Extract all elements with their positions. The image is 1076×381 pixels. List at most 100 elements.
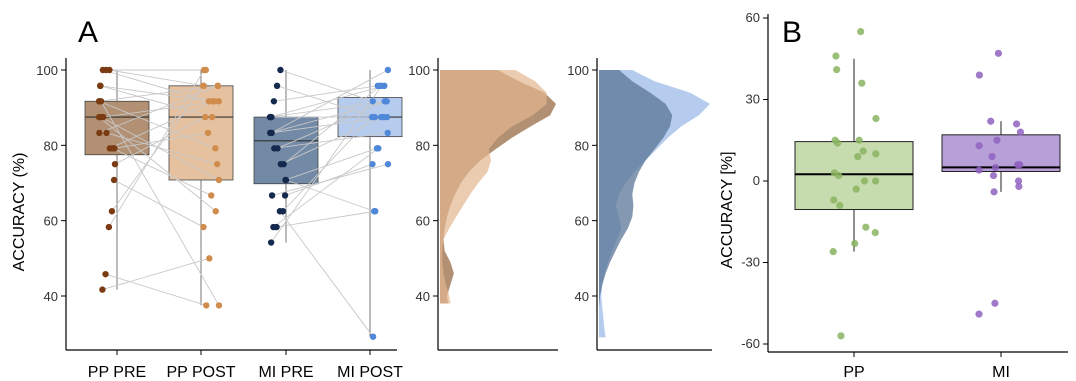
data-point — [200, 223, 207, 231]
data-point — [110, 176, 118, 184]
data-point — [862, 223, 870, 231]
panel-b-y-axis-title: ACCURACY [%] — [719, 151, 736, 268]
data-point — [375, 145, 382, 152]
panel-a-plot: 40 60 80 100 PP PRE PP POST MI PRE MI POST — [36, 58, 403, 381]
paired-line — [273, 85, 378, 102]
data-point — [854, 152, 862, 161]
paired-line — [271, 69, 389, 134]
data-point — [368, 113, 376, 121]
data-point — [990, 188, 998, 196]
data-point — [212, 145, 219, 152]
data-point — [832, 52, 840, 60]
paired-line — [100, 101, 220, 306]
data-point — [988, 152, 996, 161]
y-tick-label: 40 — [44, 289, 58, 304]
data-point — [975, 71, 983, 79]
data-point — [369, 98, 376, 105]
data-point — [209, 98, 216, 105]
data-point — [203, 302, 210, 309]
y-tick-label: 80 — [416, 138, 430, 153]
data-point — [1015, 182, 1023, 191]
paired-line — [270, 85, 385, 118]
data-point — [204, 129, 212, 137]
data-point — [871, 229, 879, 237]
paired-line — [274, 132, 388, 149]
data-point — [274, 145, 281, 152]
paired-line — [99, 85, 219, 134]
data-point — [859, 147, 867, 155]
data-point — [1012, 120, 1021, 128]
y-tick-label: 100 — [36, 63, 58, 78]
data-point — [282, 176, 290, 184]
paired-line — [276, 210, 376, 228]
y-tick-label: 60 — [575, 214, 589, 229]
y-tick-label: 40 — [416, 289, 430, 304]
data-point — [215, 176, 223, 184]
data-point — [857, 27, 865, 36]
data-point — [111, 145, 118, 152]
data-point — [378, 82, 385, 90]
data-point — [105, 223, 113, 231]
box — [794, 141, 914, 211]
data-point — [851, 239, 859, 248]
y-tick-label: 30 — [746, 92, 760, 107]
paired-line — [285, 147, 378, 181]
paired-line — [100, 85, 213, 102]
x-tick-label: MI POST — [337, 364, 403, 381]
x-tick-label: MI — [992, 364, 1010, 381]
pp-density-plot: 40 60 80 100 — [408, 58, 558, 351]
paired-line — [269, 100, 385, 118]
box — [941, 134, 1061, 172]
data-point — [212, 208, 219, 215]
data-point — [833, 66, 841, 74]
data-point — [268, 192, 276, 199]
paired-line — [100, 116, 220, 181]
paired-line — [98, 116, 217, 212]
data-point — [872, 114, 880, 123]
density-area — [440, 70, 547, 304]
paired-line — [103, 100, 219, 118]
y-tick-label: 60 — [44, 214, 58, 229]
x-tick-label: MI PRE — [258, 364, 313, 381]
data-point — [273, 82, 281, 90]
y-tick-label: 80 — [44, 138, 58, 153]
data-point — [836, 201, 844, 210]
paired-line — [280, 69, 373, 102]
data-point — [384, 129, 391, 137]
data-point — [994, 49, 1003, 57]
paired-line — [105, 273, 207, 306]
data-point — [95, 113, 103, 121]
panel-b-plot: -60 -30 0 30 60 PP MI — [741, 10, 1068, 381]
mi-density-plot: 40 60 80 100 — [567, 58, 712, 351]
box — [168, 85, 234, 181]
data-point — [270, 223, 277, 231]
paired-line — [270, 85, 383, 243]
data-point — [96, 82, 104, 90]
data-point — [270, 98, 278, 105]
paired-line — [279, 210, 374, 337]
box — [253, 116, 319, 185]
data-point — [266, 113, 274, 121]
x-tick-label: PP POST — [166, 364, 235, 381]
paired-line — [113, 179, 204, 228]
data-point — [111, 160, 119, 168]
data-point — [267, 129, 274, 137]
y-tick-label: -60 — [741, 336, 760, 351]
data-point — [991, 299, 999, 307]
data-point — [835, 171, 843, 180]
paired-line — [280, 116, 384, 165]
data-point — [834, 139, 842, 147]
data-point — [830, 196, 838, 204]
paired-line — [111, 85, 204, 212]
y-tick-label: -30 — [741, 255, 760, 270]
data-point — [1014, 177, 1023, 185]
paired-line — [282, 116, 373, 212]
panel-a-y-axis-title: ACCURACY (%) — [11, 153, 28, 272]
data-point — [99, 66, 107, 74]
data-point — [372, 208, 379, 215]
paired-line — [271, 163, 389, 196]
data-point — [276, 208, 284, 215]
data-point — [871, 177, 880, 185]
data-point — [975, 166, 983, 174]
